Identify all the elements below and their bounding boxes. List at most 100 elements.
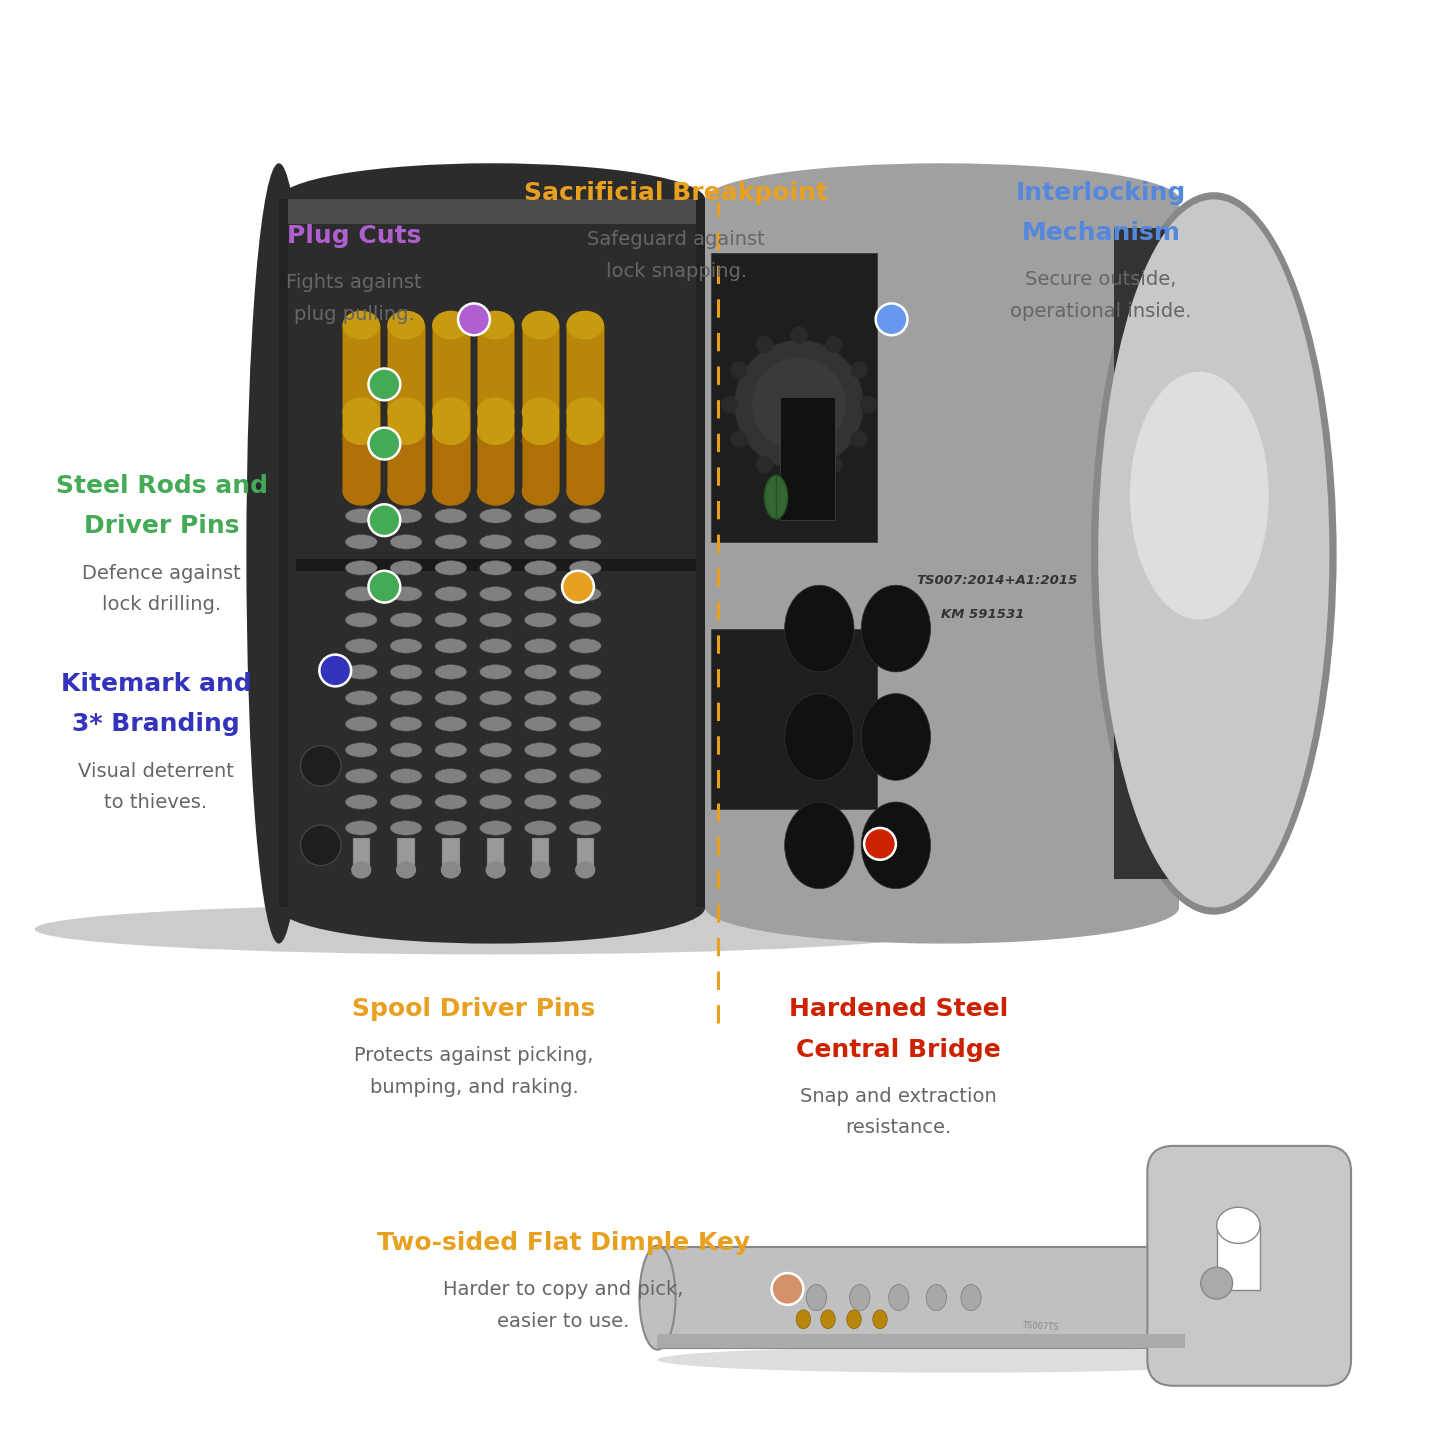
Ellipse shape bbox=[847, 1309, 861, 1329]
Text: Driver Pins: Driver Pins bbox=[84, 514, 240, 539]
Ellipse shape bbox=[279, 871, 705, 944]
Text: Central Bridge: Central Bridge bbox=[796, 1038, 1001, 1062]
Bar bbox=[577, 838, 594, 870]
Ellipse shape bbox=[477, 416, 514, 445]
Ellipse shape bbox=[435, 535, 467, 549]
Text: lock drilling.: lock drilling. bbox=[103, 595, 221, 614]
Polygon shape bbox=[657, 1247, 1185, 1348]
Bar bbox=[780, 397, 835, 520]
Ellipse shape bbox=[569, 639, 601, 653]
Circle shape bbox=[772, 1273, 803, 1305]
Ellipse shape bbox=[525, 743, 556, 757]
Ellipse shape bbox=[435, 587, 467, 601]
Ellipse shape bbox=[351, 861, 371, 879]
Ellipse shape bbox=[432, 477, 470, 506]
Ellipse shape bbox=[569, 821, 601, 835]
Ellipse shape bbox=[435, 743, 467, 757]
Circle shape bbox=[368, 504, 400, 536]
Ellipse shape bbox=[525, 717, 556, 731]
Ellipse shape bbox=[345, 821, 377, 835]
Ellipse shape bbox=[525, 769, 556, 783]
Text: KM 591531: KM 591531 bbox=[941, 608, 1025, 620]
Ellipse shape bbox=[525, 613, 556, 627]
Ellipse shape bbox=[301, 746, 341, 786]
Ellipse shape bbox=[480, 613, 512, 627]
Ellipse shape bbox=[639, 1246, 676, 1350]
Ellipse shape bbox=[569, 613, 601, 627]
Bar bbox=[532, 838, 549, 870]
Text: Protects against picking,: Protects against picking, bbox=[354, 1046, 594, 1065]
Ellipse shape bbox=[566, 477, 604, 506]
Ellipse shape bbox=[566, 311, 604, 340]
Ellipse shape bbox=[432, 416, 470, 445]
Ellipse shape bbox=[889, 1285, 909, 1311]
Bar bbox=[522, 431, 559, 491]
Ellipse shape bbox=[861, 694, 931, 780]
Ellipse shape bbox=[480, 483, 512, 497]
Ellipse shape bbox=[246, 163, 311, 944]
Ellipse shape bbox=[390, 613, 422, 627]
Ellipse shape bbox=[387, 311, 425, 340]
Ellipse shape bbox=[432, 311, 470, 340]
Ellipse shape bbox=[477, 311, 514, 340]
Ellipse shape bbox=[569, 795, 601, 809]
Ellipse shape bbox=[569, 587, 601, 601]
Ellipse shape bbox=[730, 431, 747, 448]
Ellipse shape bbox=[390, 795, 422, 809]
Ellipse shape bbox=[432, 397, 470, 426]
Text: Safeguard against: Safeguard against bbox=[587, 230, 766, 249]
Ellipse shape bbox=[756, 335, 773, 353]
Bar bbox=[432, 412, 470, 441]
Ellipse shape bbox=[566, 397, 604, 426]
Ellipse shape bbox=[342, 416, 380, 445]
Ellipse shape bbox=[345, 795, 377, 809]
Text: bumping, and raking.: bumping, and raking. bbox=[370, 1078, 578, 1097]
Text: Secure outside,: Secure outside, bbox=[1026, 270, 1176, 289]
Ellipse shape bbox=[480, 795, 512, 809]
Ellipse shape bbox=[480, 691, 512, 705]
Ellipse shape bbox=[480, 639, 512, 653]
Ellipse shape bbox=[35, 905, 949, 955]
Ellipse shape bbox=[522, 416, 559, 445]
Text: Snap and extraction: Snap and extraction bbox=[801, 1087, 997, 1105]
Bar bbox=[711, 253, 877, 542]
Ellipse shape bbox=[569, 561, 601, 575]
Ellipse shape bbox=[1098, 199, 1329, 907]
Ellipse shape bbox=[764, 475, 788, 519]
Ellipse shape bbox=[569, 769, 601, 783]
Ellipse shape bbox=[435, 509, 467, 523]
Ellipse shape bbox=[851, 361, 868, 379]
Ellipse shape bbox=[525, 483, 556, 497]
Circle shape bbox=[368, 368, 400, 400]
Ellipse shape bbox=[851, 431, 868, 448]
Ellipse shape bbox=[390, 561, 422, 575]
Ellipse shape bbox=[753, 358, 847, 452]
Ellipse shape bbox=[387, 397, 425, 426]
Ellipse shape bbox=[569, 509, 601, 523]
Bar bbox=[397, 838, 415, 870]
Ellipse shape bbox=[390, 587, 422, 601]
Ellipse shape bbox=[342, 477, 380, 506]
Ellipse shape bbox=[345, 743, 377, 757]
Ellipse shape bbox=[345, 717, 377, 731]
Ellipse shape bbox=[435, 795, 467, 809]
Text: easier to use.: easier to use. bbox=[497, 1312, 630, 1331]
Ellipse shape bbox=[432, 426, 470, 455]
Ellipse shape bbox=[435, 639, 467, 653]
Ellipse shape bbox=[345, 769, 377, 783]
Bar bbox=[1114, 228, 1179, 879]
Ellipse shape bbox=[390, 717, 422, 731]
Ellipse shape bbox=[435, 561, 467, 575]
Ellipse shape bbox=[796, 1309, 811, 1329]
Ellipse shape bbox=[522, 477, 559, 506]
Bar bbox=[711, 629, 877, 809]
Ellipse shape bbox=[441, 861, 461, 879]
Circle shape bbox=[562, 571, 594, 603]
Ellipse shape bbox=[390, 535, 422, 549]
Ellipse shape bbox=[345, 535, 377, 549]
Ellipse shape bbox=[569, 691, 601, 705]
Bar bbox=[522, 412, 559, 441]
Text: Visual deterrent: Visual deterrent bbox=[78, 762, 234, 780]
Text: to thieves.: to thieves. bbox=[104, 793, 208, 812]
Ellipse shape bbox=[569, 717, 601, 731]
